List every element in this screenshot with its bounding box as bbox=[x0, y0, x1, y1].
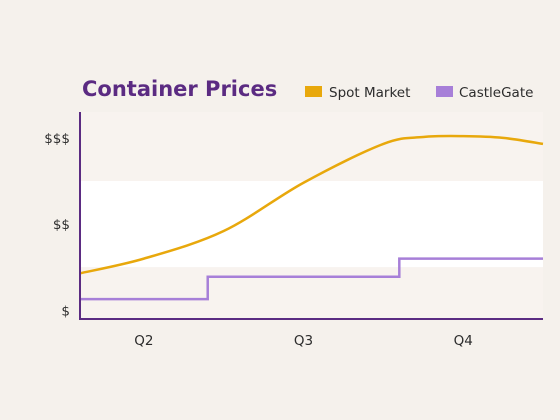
chart-title: Container Prices bbox=[82, 77, 277, 101]
legend: Spot Market CastleGate bbox=[305, 85, 533, 101]
x-tick-label: Q4 bbox=[454, 333, 473, 349]
y-tick-label: $ bbox=[61, 303, 70, 319]
series-layer bbox=[79, 134, 544, 301]
plot-band-top bbox=[80, 112, 543, 181]
x-tick-label: Q3 bbox=[294, 333, 313, 349]
plot-band-middle bbox=[80, 181, 543, 268]
plot-band-bottom bbox=[80, 267, 543, 319]
x-tick-label: Q2 bbox=[134, 333, 153, 349]
legend-swatch-castlegate bbox=[436, 86, 453, 97]
plot-bands bbox=[80, 112, 543, 319]
y-tick-label: $$ bbox=[53, 217, 70, 233]
legend-swatch-spot-market bbox=[305, 86, 322, 97]
series-line-castlegate bbox=[80, 257, 543, 301]
legend-label-castlegate: CastleGate bbox=[459, 85, 533, 101]
tick-labels: $$$$$$Q2 Q3 Q4 bbox=[44, 131, 473, 349]
series-line-spot-market bbox=[79, 134, 544, 275]
legend-label-spot-market: Spot Market bbox=[329, 85, 410, 101]
axes bbox=[79, 112, 543, 320]
y-tick-label: $$$ bbox=[44, 131, 70, 147]
